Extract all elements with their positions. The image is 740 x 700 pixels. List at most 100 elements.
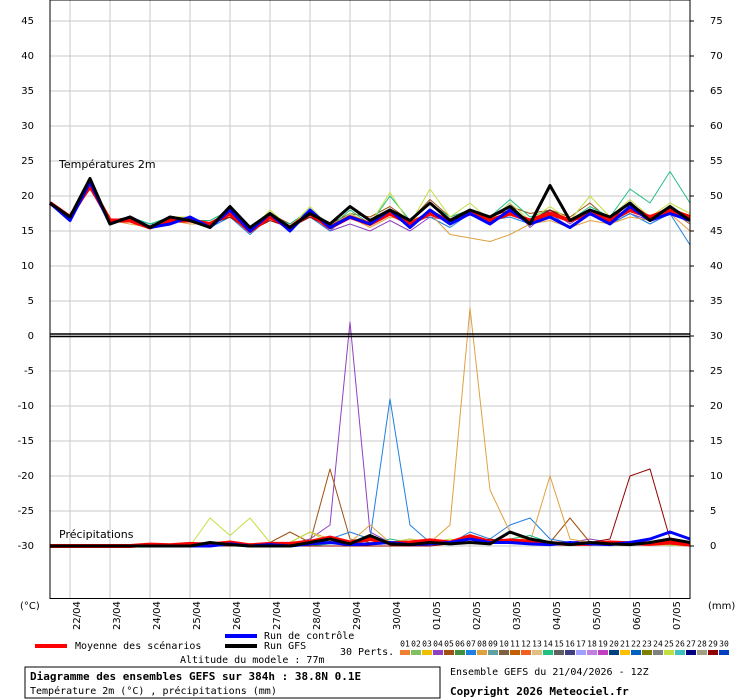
y-tick-label: 35 xyxy=(21,86,34,97)
member-label: 16 xyxy=(565,640,575,649)
y2-unit: (mm) xyxy=(708,601,735,612)
member-swatch xyxy=(444,650,454,655)
title-box xyxy=(24,666,441,699)
member-swatch xyxy=(411,650,421,655)
member-label: 04 xyxy=(433,640,443,649)
y2-tick-label: 0 xyxy=(710,541,716,552)
member-label: 24 xyxy=(653,640,663,649)
member-swatch xyxy=(697,650,707,655)
x-tick-label: 29/04 xyxy=(352,601,363,630)
member-label: 03 xyxy=(422,640,432,649)
x-tick-label: 06/05 xyxy=(632,601,643,630)
legend: 22/04 23/04 24/04 25/04 26/04 27/04 28/04 29/04… xyxy=(18,16,729,655)
member-label: 06 xyxy=(455,640,465,649)
precip-line xyxy=(50,530,691,548)
y2-tick-label: 40 xyxy=(710,261,723,272)
copyright: Copyright 2026 Meteociel.fr xyxy=(450,685,629,698)
member-label: 05 xyxy=(444,640,454,649)
y-tick-label: -5 xyxy=(24,366,34,377)
x-tick-label: 28/04 xyxy=(312,601,323,630)
x-tick-label: 27/04 xyxy=(272,601,283,630)
altitude: Altitude du modele : 77m xyxy=(180,655,325,666)
member-swatch xyxy=(521,650,531,655)
y2-tick-label: 15 xyxy=(710,436,723,447)
member-label: 30 xyxy=(719,640,729,649)
legend-label: Run GFS xyxy=(264,641,306,652)
member-swatch xyxy=(554,650,564,655)
member-swatch xyxy=(631,650,641,655)
member-swatch xyxy=(543,650,553,655)
y2-tick-label: 50 xyxy=(710,191,723,202)
member-label: 18 xyxy=(587,640,597,649)
member-label: 20 xyxy=(609,640,619,649)
temperature-label: Températures 2m xyxy=(58,158,156,171)
y-tick-label: -15 xyxy=(18,436,34,447)
y-tick-label: 15 xyxy=(21,226,34,237)
precip-label: Précipitations xyxy=(59,528,134,541)
legend-label: Moyenne des scénarios xyxy=(75,640,201,652)
y2-tick-label: 25 xyxy=(710,366,723,377)
x-tick-label: 05/05 xyxy=(592,601,603,630)
member-label: 09 xyxy=(488,640,498,649)
member-swatch xyxy=(477,650,487,655)
y-tick-label: 45 xyxy=(21,16,34,27)
y2-tick-label: 70 xyxy=(710,51,723,62)
member-swatch xyxy=(422,650,432,655)
member-swatch xyxy=(664,650,674,655)
member-swatch xyxy=(708,650,718,655)
members-label: 30 Perts. xyxy=(340,647,394,658)
y2-tick-label: 20 xyxy=(710,401,723,412)
member-swatch xyxy=(686,650,696,655)
member-label: 13 xyxy=(532,640,542,649)
member-swatch xyxy=(565,650,575,655)
y-tick-label: 40 xyxy=(21,51,34,62)
y-tick-label: 10 xyxy=(21,261,34,272)
member-swatch xyxy=(400,650,410,655)
member-swatch xyxy=(455,650,465,655)
y-tick-label: -30 xyxy=(18,541,34,552)
x-tick-label: 03/05 xyxy=(512,601,523,630)
member-label: 17 xyxy=(576,640,586,649)
member-label: 11 xyxy=(510,640,520,649)
marks xyxy=(48,171,691,548)
member-label: 01 xyxy=(400,640,410,649)
run-info: Ensemble GEFS du 21/04/2026 - 12Z xyxy=(450,667,649,678)
y2-tick-label: 30 xyxy=(710,331,723,342)
temperature-line xyxy=(49,180,691,233)
y2-tick-label: 45 xyxy=(710,226,723,237)
member-label: 27 xyxy=(686,640,696,649)
member-label: 25 xyxy=(664,640,674,649)
y2-tick-label: 5 xyxy=(710,506,716,517)
y-tick-label: 0 xyxy=(28,331,34,342)
y-tick-label: -25 xyxy=(18,506,34,517)
member-swatch xyxy=(488,650,498,655)
member-label: 23 xyxy=(642,640,652,649)
member-label: 08 xyxy=(477,640,487,649)
y2-tick-label: 65 xyxy=(710,86,723,97)
y2-tick-label: 55 xyxy=(710,156,723,167)
member-swatch xyxy=(598,650,608,655)
member-swatch xyxy=(510,650,520,655)
x-tick-label: 25/04 xyxy=(192,601,203,630)
member-label: 22 xyxy=(631,640,641,649)
member-swatch xyxy=(719,650,729,655)
member-swatch xyxy=(642,650,652,655)
legend-label: Run de contrôle xyxy=(264,630,354,642)
member-label: 14 xyxy=(543,640,553,649)
y-tick-label: 25 xyxy=(21,156,34,167)
plot-frame xyxy=(49,0,691,599)
x-tick-label: 04/05 xyxy=(552,601,563,630)
y2-tick-label: 35 xyxy=(710,296,723,307)
member-swatch xyxy=(433,650,443,655)
chart-subtitle: Température 2m (°C) , précipitations (mm… xyxy=(30,685,277,697)
y2-tick-label: 60 xyxy=(710,121,723,132)
y-unit: (°C) xyxy=(20,601,40,612)
x-tick-label: 01/05 xyxy=(432,601,443,630)
y2-tick-label: 75 xyxy=(710,16,723,27)
x-tick-label: 30/04 xyxy=(392,601,403,630)
member-swatch xyxy=(499,650,509,655)
x-tick-label: 26/04 xyxy=(232,601,243,630)
member-swatch xyxy=(576,650,586,655)
member-label: 10 xyxy=(499,640,509,649)
